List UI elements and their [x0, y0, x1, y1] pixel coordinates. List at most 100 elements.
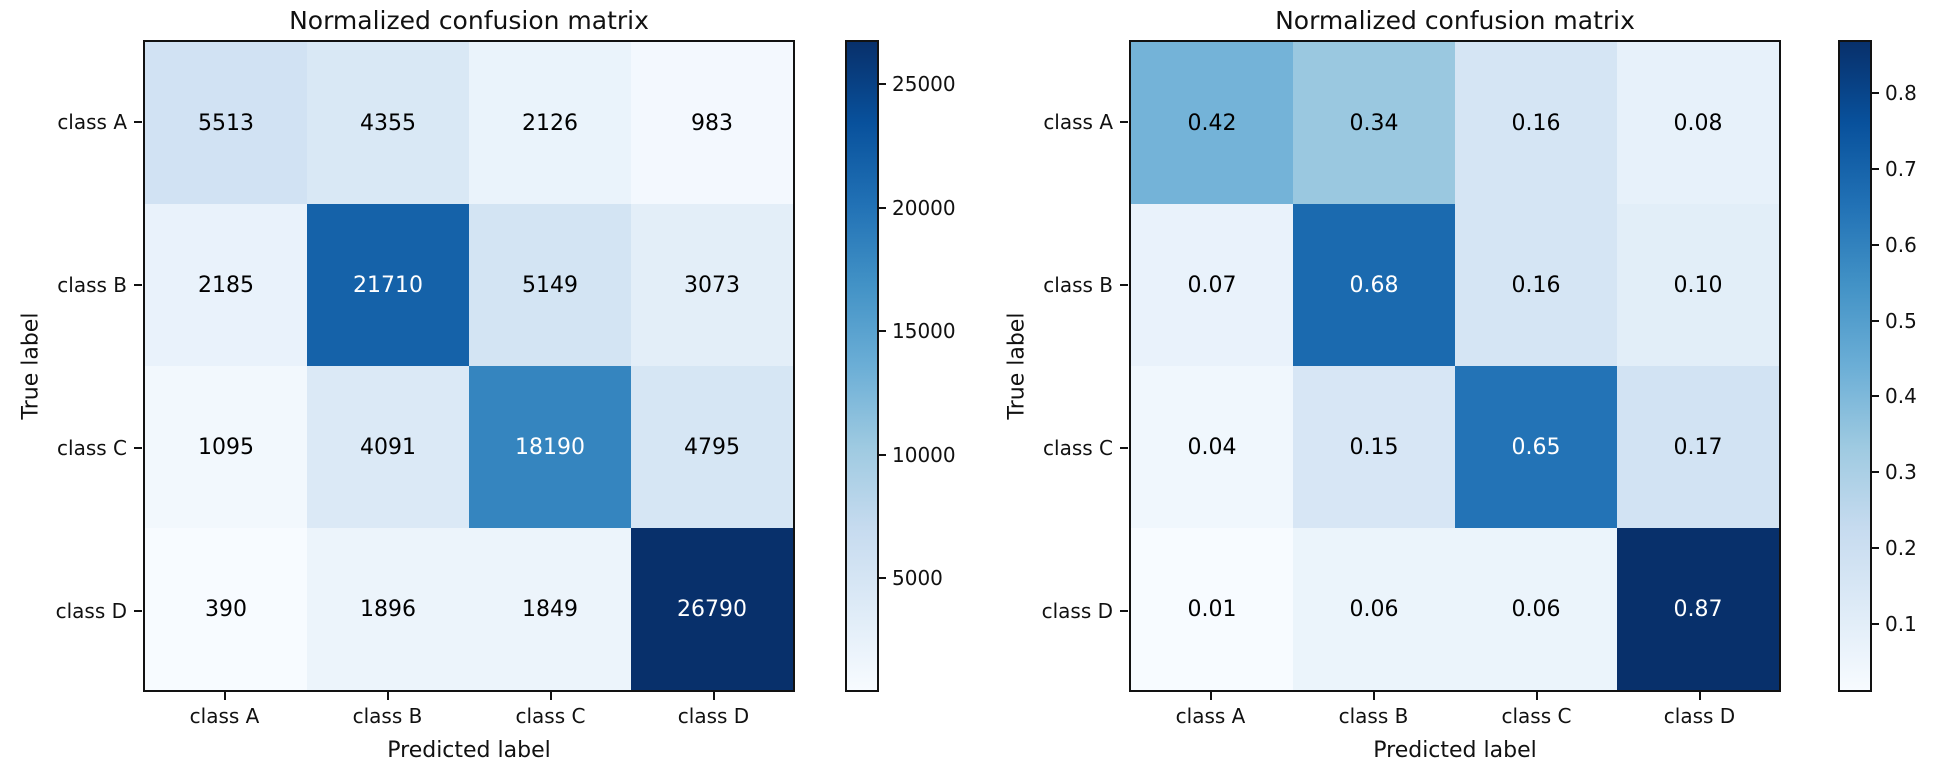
heatmap-cell: 0.10	[1617, 204, 1779, 366]
heatmap-cell: 3073	[631, 204, 793, 366]
colorbar-tick-mark	[1872, 167, 1879, 170]
x-tick-label: class A	[189, 704, 260, 728]
heatmap-cell: 2185	[145, 204, 307, 366]
heatmap-cell: 18190	[469, 366, 631, 528]
colorbar-tick-mark	[1872, 622, 1879, 625]
heatmap-cell: 1095	[145, 366, 307, 528]
x-tick-label: class C	[515, 704, 586, 728]
heatmap-cell: 0.01	[1131, 528, 1293, 690]
colorbar-tick-mark	[879, 453, 886, 456]
heatmap-cell: 0.68	[1293, 204, 1455, 366]
x-axis-label: Predicted label	[1373, 738, 1537, 763]
colorbar-tick-label: 15000	[892, 319, 956, 344]
y-tick-label: class C	[57, 435, 127, 460]
heatmap-cell: 4355	[307, 42, 469, 204]
y-axis-label: True label	[1004, 312, 1030, 420]
heatmap-cell: 1849	[469, 528, 631, 690]
y-tick-label: class C	[1043, 435, 1113, 460]
x-tick-mark	[1535, 692, 1538, 700]
y-tick-mark	[1120, 120, 1128, 123]
colorbar-tick-label: 0.3	[1885, 460, 1917, 485]
x-tick-label: class D	[677, 704, 750, 728]
x-tick-mark	[223, 692, 226, 700]
y-tick-mark	[134, 446, 142, 449]
colorbar-tick-label: 0.8	[1885, 81, 1917, 106]
colorbar-tick-label: 0.6	[1885, 232, 1917, 257]
heatmap-cell: 2126	[469, 42, 631, 204]
y-tick-label: class D	[55, 598, 127, 623]
heatmap-cell: 26790	[631, 528, 793, 690]
colorbar-tick-label: 5000	[892, 566, 943, 591]
x-tick-label: class D	[1663, 704, 1736, 728]
heatmap-cell: 0.42	[1131, 42, 1293, 204]
colorbar-tick-label: 0.4	[1885, 384, 1917, 409]
heatmap-cell: 1896	[307, 528, 469, 690]
colorbar-tick-mark	[879, 330, 886, 333]
x-tick-mark	[386, 692, 389, 700]
x-axis-label: Predicted label	[387, 738, 551, 763]
heatmap-cell: 0.16	[1455, 204, 1617, 366]
left-confusion-matrix-figure: Normalized confusion matrix True label 5…	[18, 6, 956, 763]
colorbar-tick-mark	[1872, 546, 1879, 549]
x-tick-label: class C	[1501, 704, 1572, 728]
heatmap-grid: 5513 4355 2126 983 2185 21710 5149 3073 1095 4091…	[143, 40, 795, 692]
x-tick-mark	[1372, 692, 1375, 700]
x-tick-label: class B	[1338, 704, 1409, 728]
heatmap-cell: 0.34	[1293, 42, 1455, 204]
heatmap-cell: 0.07	[1131, 204, 1293, 366]
heatmap-cell: 983	[631, 42, 793, 204]
heatmap-cell: 5513	[145, 42, 307, 204]
y-tick-mark	[1120, 446, 1128, 449]
colorbar	[1838, 40, 1872, 692]
heatmap-cell: 0.06	[1293, 528, 1455, 690]
colorbar-tick-label: 25000	[892, 72, 956, 97]
y-tick-mark	[134, 609, 142, 612]
colorbar-tick-label: 0.1	[1885, 611, 1917, 636]
right-confusion-matrix-figure: Normalized confusion matrix True label 0…	[969, 0, 1938, 768]
heatmap-cell: 0.15	[1293, 366, 1455, 528]
y-tick-label: class A	[1043, 109, 1113, 134]
heatmap-cell: 0.06	[1455, 528, 1617, 690]
colorbar-tick-mark	[1872, 92, 1879, 95]
heatmap-cell: 390	[145, 528, 307, 690]
chart-title: Normalized confusion matrix	[289, 6, 649, 35]
colorbar-tick-label: 0.2	[1885, 535, 1917, 560]
heatmap-cell: 21710	[307, 204, 469, 366]
colorbar-tick-label: 10000	[892, 442, 956, 467]
heatmap-cell: 4091	[307, 366, 469, 528]
x-tick-mark	[1209, 692, 1212, 700]
colorbar-tick-label: 0.5	[1885, 308, 1917, 333]
colorbar-tick-label: 0.7	[1885, 156, 1917, 181]
colorbar-tick-label: 20000	[892, 195, 956, 220]
heatmap-cell: 0.87	[1617, 528, 1779, 690]
y-axis-label: True label	[18, 312, 44, 420]
colorbar-tick-mark	[1872, 243, 1879, 246]
heatmap-cell: 4795	[631, 366, 793, 528]
y-tick-label: class B	[1043, 272, 1113, 297]
heatmap-cell: 0.04	[1131, 366, 1293, 528]
colorbar-tick-mark	[879, 206, 886, 209]
heatmap-grid: 0.42 0.34 0.16 0.08 0.07 0.68 0.16 0.10 0.04 0.15…	[1129, 40, 1781, 692]
x-tick-mark	[549, 692, 552, 700]
x-tick-label: class B	[352, 704, 423, 728]
heatmap-cell: 0.65	[1455, 366, 1617, 528]
heatmap-cell: 0.16	[1455, 42, 1617, 204]
y-tick-mark	[1120, 283, 1128, 286]
x-tick-label: class A	[1175, 704, 1246, 728]
y-tick-mark	[1120, 609, 1128, 612]
x-tick-mark	[712, 692, 715, 700]
colorbar-tick-mark	[879, 83, 886, 86]
colorbar-tick-mark	[1872, 395, 1879, 398]
heatmap-cell: 5149	[469, 204, 631, 366]
y-tick-mark	[134, 120, 142, 123]
colorbar-tick-mark	[879, 577, 886, 580]
y-tick-mark	[134, 283, 142, 286]
y-tick-label: class D	[1041, 598, 1113, 623]
y-tick-label: class B	[57, 272, 127, 297]
colorbar-tick-mark	[1872, 319, 1879, 322]
y-tick-label: class A	[57, 109, 127, 134]
chart-title: Normalized confusion matrix	[1275, 6, 1635, 35]
heatmap-cell: 0.08	[1617, 42, 1779, 204]
x-tick-mark	[1698, 692, 1701, 700]
heatmap-cell: 0.17	[1617, 366, 1779, 528]
